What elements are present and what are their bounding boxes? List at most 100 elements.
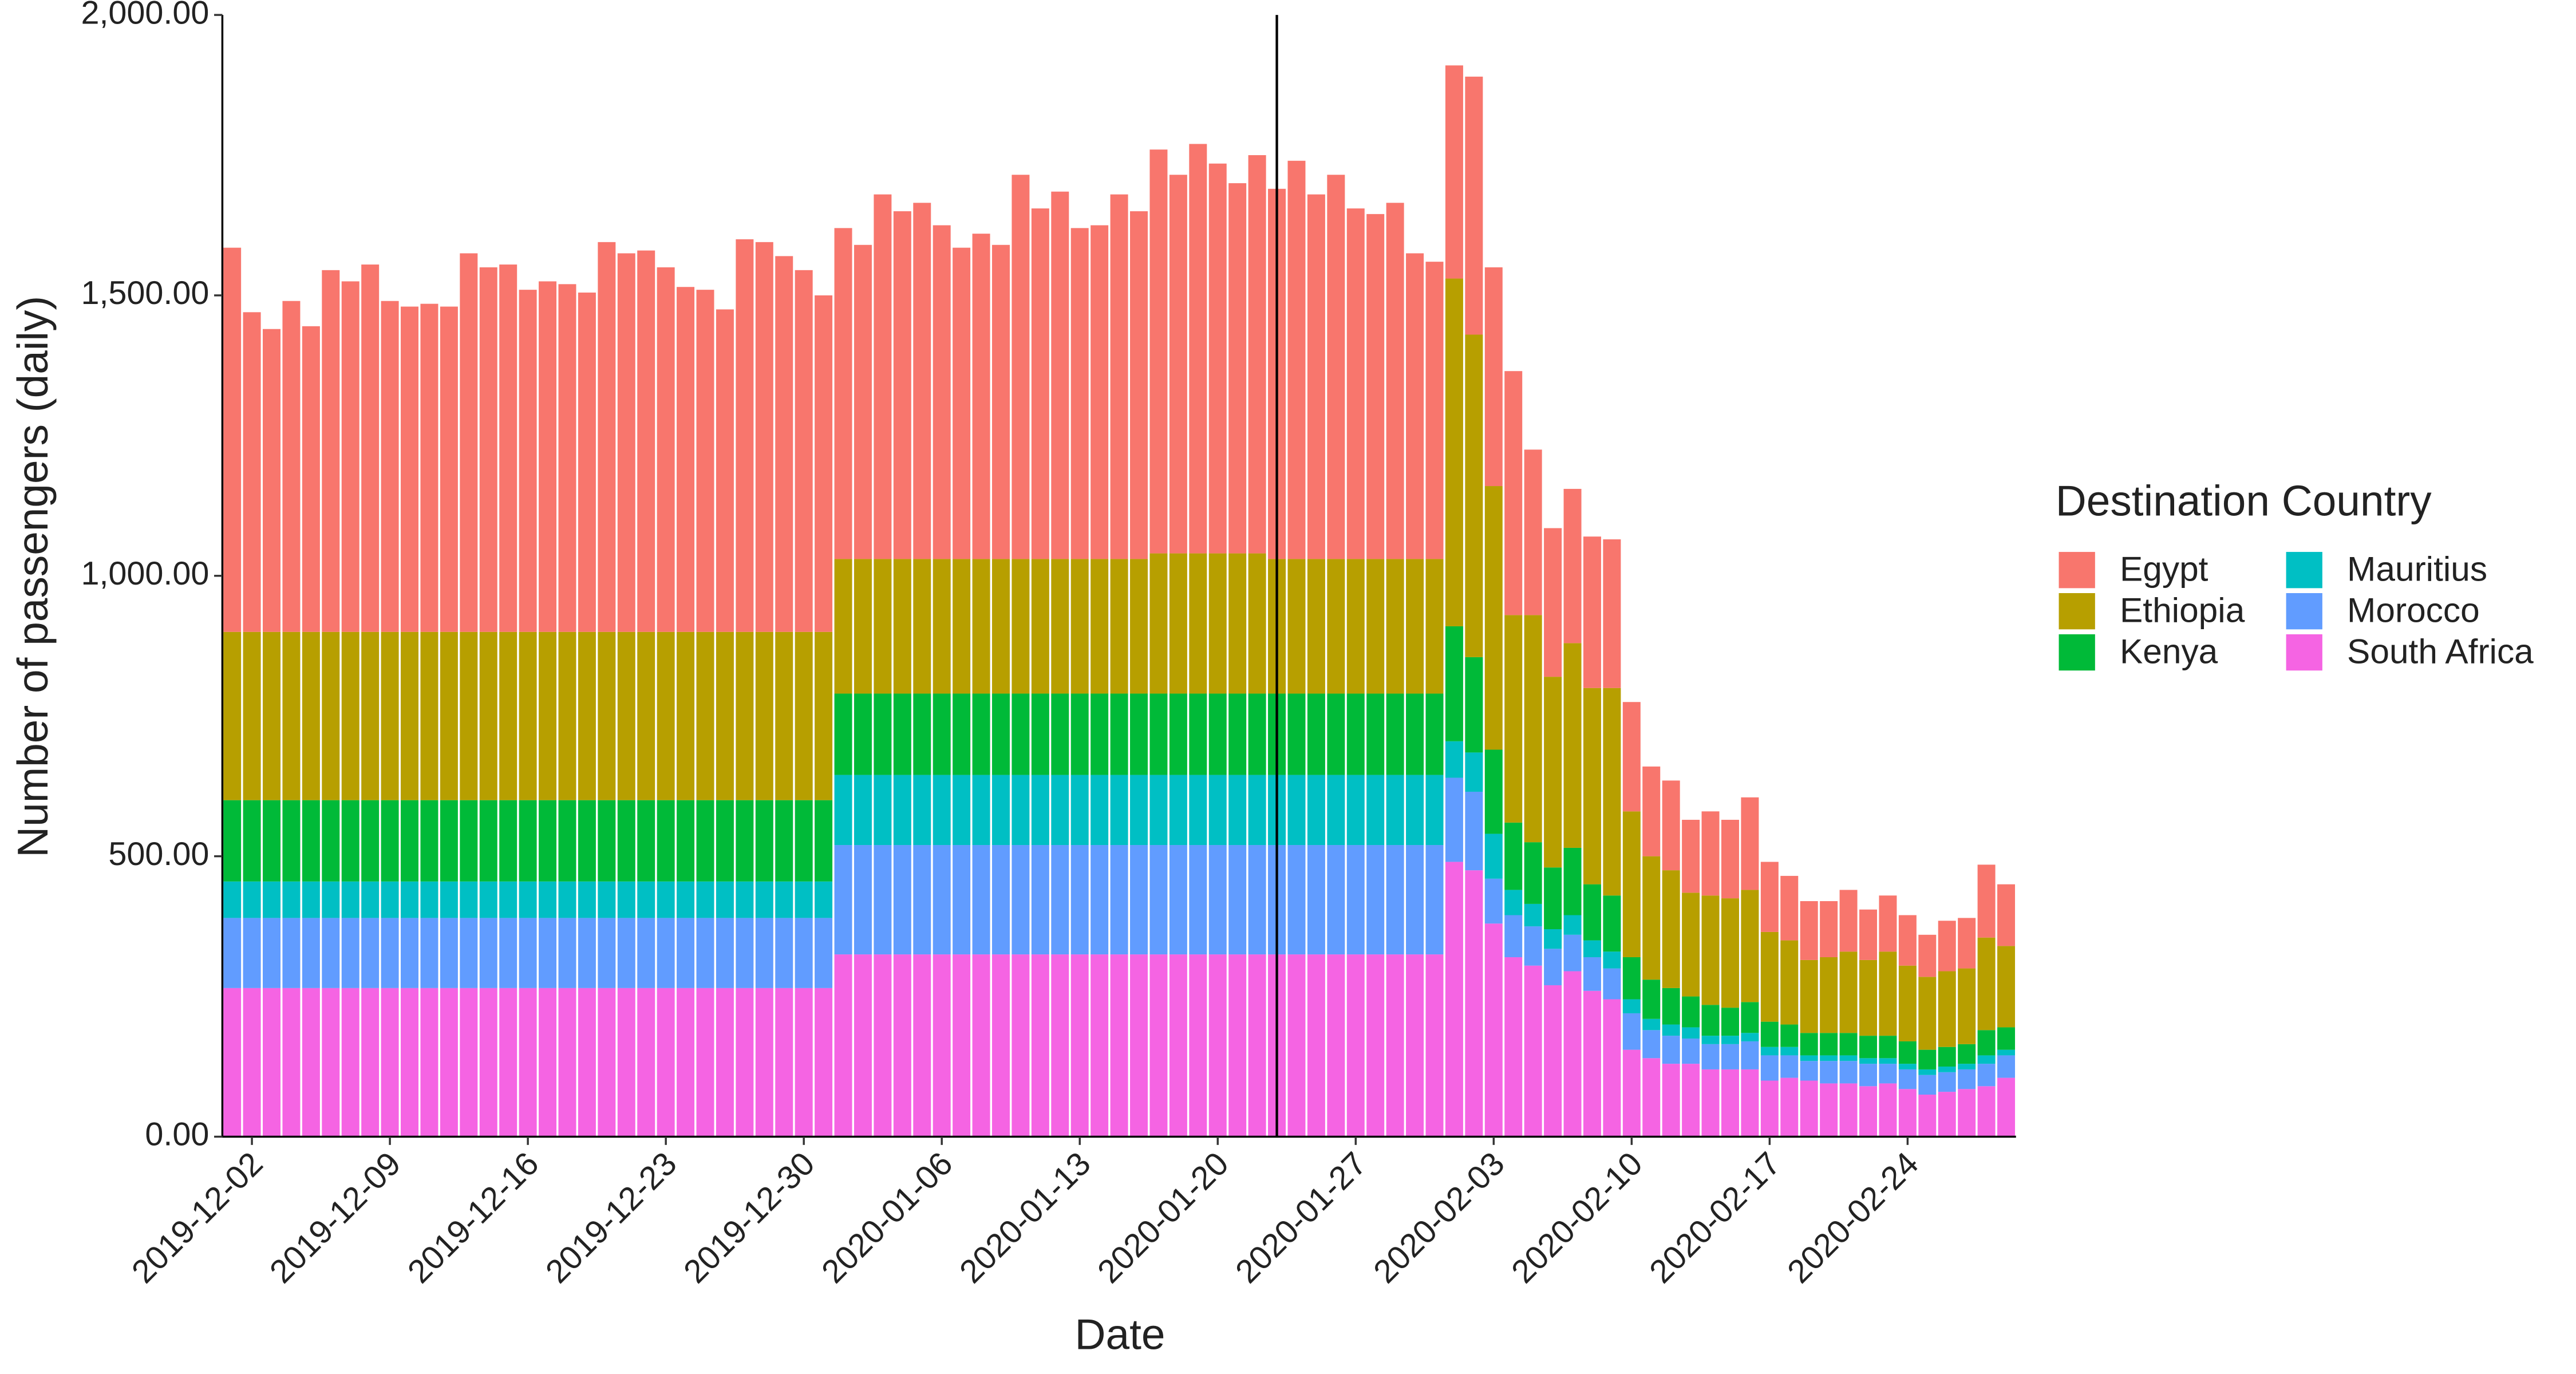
bar-segment xyxy=(1091,775,1109,846)
bar-segment xyxy=(1820,1083,1838,1137)
x-tick-label: 2020-01-20 xyxy=(1091,1145,1235,1290)
bar-segment xyxy=(1208,553,1227,694)
bar-segment xyxy=(1800,901,1818,960)
bar-segment xyxy=(1012,775,1030,846)
bar-segment xyxy=(302,988,320,1137)
bar-segment xyxy=(1228,954,1247,1137)
bar-segment xyxy=(1406,693,1424,775)
bar-segment xyxy=(933,693,951,775)
bar-segment xyxy=(1091,693,1109,775)
bar-segment xyxy=(282,918,301,988)
bar-segment xyxy=(361,800,380,882)
bar-segment xyxy=(1603,951,1621,969)
bar-segment xyxy=(1208,845,1227,955)
bar-segment xyxy=(1366,693,1385,775)
bar-segment xyxy=(1820,901,1838,957)
bar-segment xyxy=(539,988,557,1137)
bar-segment xyxy=(1544,677,1562,868)
bar-segment xyxy=(460,631,478,800)
x-tick-label: 2020-01-27 xyxy=(1228,1145,1373,1290)
bar-segment xyxy=(736,631,754,800)
bar-segment xyxy=(893,211,911,559)
bar-segment xyxy=(1898,1069,1917,1089)
bar-segment xyxy=(893,954,911,1137)
bar-segment xyxy=(401,306,419,632)
bar-segment xyxy=(1130,693,1148,775)
bar-segment xyxy=(223,631,242,800)
bar-segment xyxy=(539,631,557,800)
bar-segment xyxy=(1091,954,1109,1137)
bar-segment xyxy=(1425,845,1444,955)
bar-segment xyxy=(1839,1055,1858,1061)
bar-segment xyxy=(1445,862,1463,1137)
bar-segment xyxy=(401,988,419,1137)
bar-segment xyxy=(637,918,655,988)
bar-segment xyxy=(1051,191,1069,559)
bar-segment xyxy=(1149,845,1168,955)
bar-segment xyxy=(1070,693,1089,775)
bar-segment xyxy=(1701,1036,1720,1044)
bar-segment xyxy=(1110,693,1128,775)
bar-segment xyxy=(361,881,380,918)
bar-segment xyxy=(282,800,301,882)
bar-segment xyxy=(1307,194,1325,559)
bar-segment xyxy=(1524,615,1542,843)
bar-segment xyxy=(755,800,773,882)
bar-segment xyxy=(1958,968,1976,1044)
bar-segment xyxy=(953,693,971,775)
bar-segment xyxy=(460,253,478,632)
bar-segment xyxy=(991,845,1010,955)
bar-segment xyxy=(1820,957,1838,1033)
bar-segment xyxy=(1741,890,1759,1002)
bar-segment xyxy=(1169,175,1187,554)
bar-segment xyxy=(598,881,616,918)
bar-segment xyxy=(1287,845,1306,955)
bar-segment xyxy=(953,845,971,955)
bar-segment xyxy=(1287,160,1306,559)
bar-segment xyxy=(263,631,281,800)
bar-segment xyxy=(243,312,261,632)
bar-segment xyxy=(1130,211,1148,559)
bar-segment xyxy=(1307,693,1325,775)
y-tick-label: 1,000.00 xyxy=(81,555,209,592)
bar-segment xyxy=(322,988,340,1137)
bar-segment xyxy=(479,918,497,988)
bar-segment xyxy=(1721,1008,1739,1036)
bar-segment xyxy=(1544,528,1562,677)
bar-segment xyxy=(1800,1033,1818,1056)
x-tick-label: 2020-02-03 xyxy=(1366,1145,1511,1290)
bar-segment xyxy=(1366,954,1385,1137)
bar-segment xyxy=(637,631,655,800)
bar-segment xyxy=(1386,775,1404,846)
bar-segment xyxy=(1445,741,1463,778)
bar-segment xyxy=(1760,1047,1779,1056)
x-tick-label: 2019-12-30 xyxy=(677,1145,821,1290)
bar-segment xyxy=(440,988,458,1137)
bar-segment xyxy=(263,918,281,988)
bar-segment xyxy=(854,693,872,775)
bar-segment xyxy=(1346,954,1365,1137)
bar-segment xyxy=(1682,1064,1700,1137)
bar-segment xyxy=(282,301,301,632)
bar-segment xyxy=(519,988,537,1137)
bar-segment xyxy=(1977,937,1996,1030)
bar-segment xyxy=(381,988,399,1137)
bar-segment xyxy=(1958,1044,1976,1064)
bar-segment xyxy=(1997,1027,2016,1050)
bar-segment xyxy=(1800,1055,1818,1061)
bar-segment xyxy=(991,244,1010,559)
bar-segment xyxy=(598,800,616,882)
bar-segment xyxy=(1208,693,1227,775)
bar-segment xyxy=(1149,553,1168,694)
bar-segment xyxy=(874,775,892,846)
bar-segment xyxy=(519,290,537,632)
bar-segment xyxy=(1307,954,1325,1137)
bar-segment xyxy=(578,881,596,918)
bar-segment xyxy=(341,918,359,988)
bar-segment xyxy=(1484,267,1503,487)
bar-segment xyxy=(716,309,734,632)
bar-segment xyxy=(1504,615,1523,823)
bar-segment xyxy=(775,881,793,918)
bar-segment xyxy=(1918,1049,1937,1069)
bar-segment xyxy=(933,225,951,559)
